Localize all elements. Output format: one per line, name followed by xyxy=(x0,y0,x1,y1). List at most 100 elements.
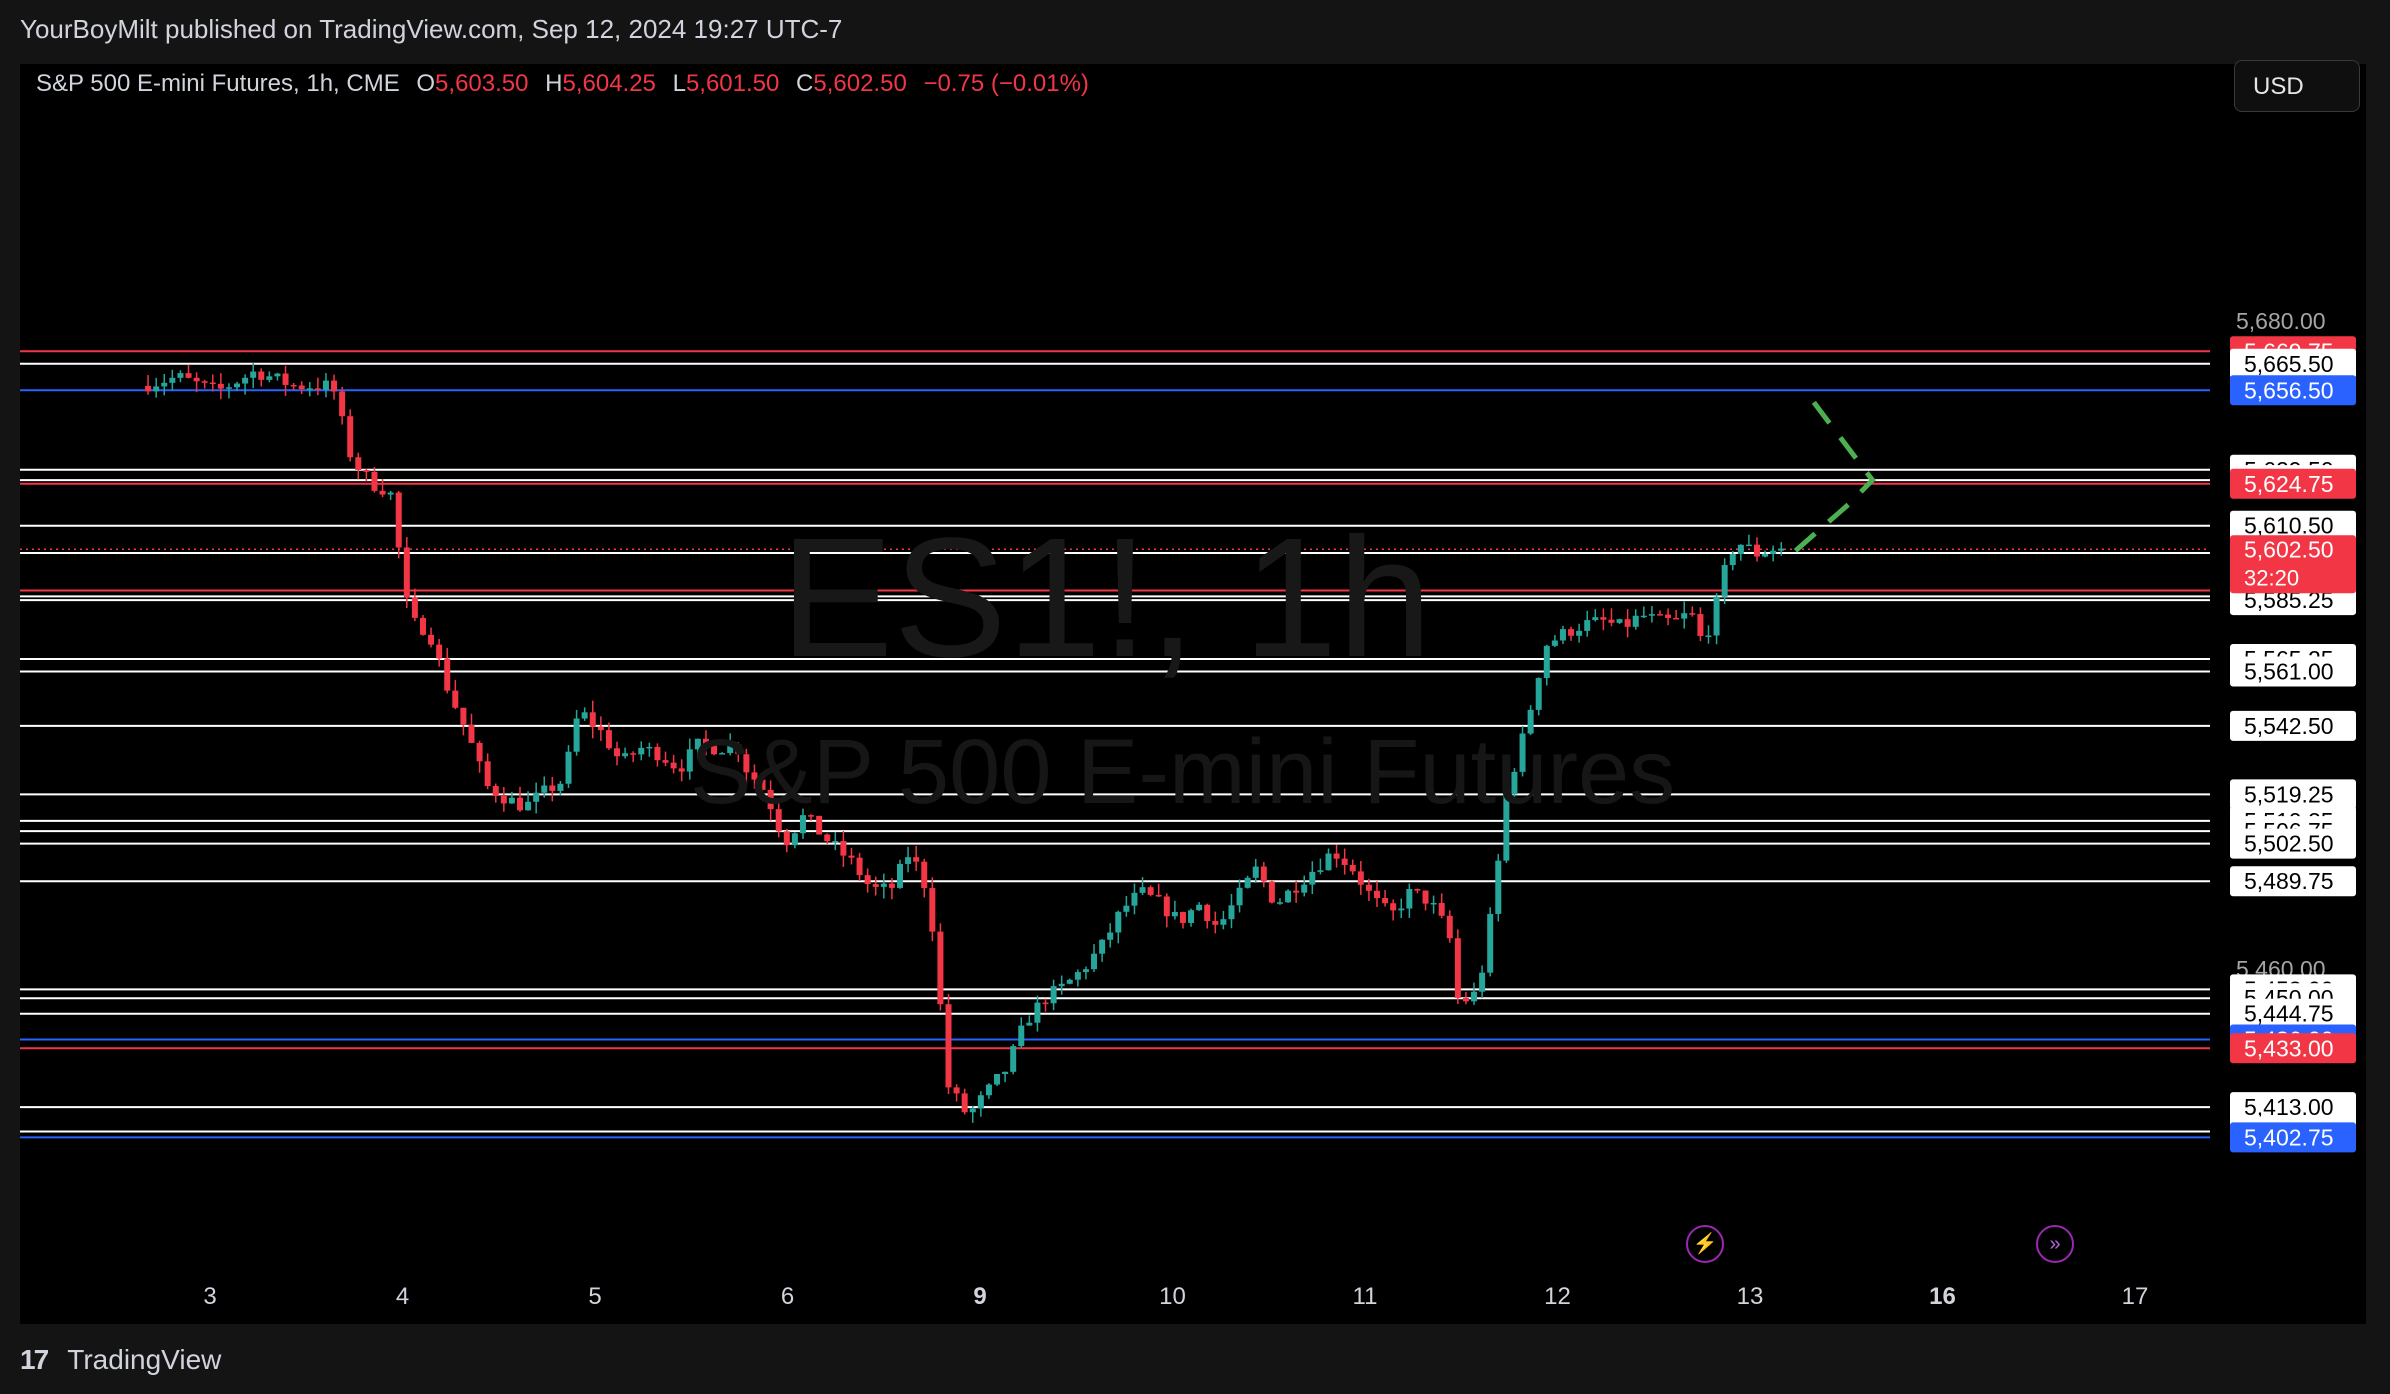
candle-body xyxy=(945,1004,952,1088)
publisher-caption: YourBoyMilt published on TradingView.com… xyxy=(20,14,843,44)
candle-body xyxy=(1325,853,1332,871)
candle-body xyxy=(994,1074,1001,1085)
lightning-icon[interactable]: ⚡ xyxy=(1686,1225,1724,1263)
candle-body xyxy=(654,746,661,761)
candle-body xyxy=(1236,887,1243,906)
x-tick-label: 13 xyxy=(1737,1283,1764,1310)
candle-body xyxy=(670,762,677,769)
candle-body xyxy=(1511,771,1518,795)
candle-body xyxy=(1479,972,1486,992)
candle-body xyxy=(258,371,265,380)
candle-body xyxy=(411,597,418,618)
price-label: 5,444.75 xyxy=(2244,1001,2334,1027)
candle-body xyxy=(557,783,564,791)
price-label-box xyxy=(2230,510,2356,541)
candle-body xyxy=(1414,889,1421,891)
candle-body xyxy=(1640,615,1647,618)
candle-body xyxy=(516,797,523,811)
candle-body xyxy=(913,857,920,862)
candle-body xyxy=(832,841,839,843)
candle-body xyxy=(808,815,815,817)
projection-path[interactable] xyxy=(1793,387,1876,553)
candle-body xyxy=(1365,884,1372,891)
candle-body xyxy=(1616,619,1623,623)
candle-body xyxy=(1115,911,1122,933)
x-tick-label: 10 xyxy=(1159,1283,1186,1310)
candle-body xyxy=(953,1087,960,1094)
candle-body xyxy=(525,801,532,811)
candle-body xyxy=(169,377,176,383)
legend-change: −0.75 (−0.01%) xyxy=(923,70,1089,97)
candle-body xyxy=(1317,870,1324,872)
candle-body xyxy=(775,809,782,832)
candle-body xyxy=(1034,1002,1041,1023)
price-label: 5,665.50 xyxy=(2244,351,2334,377)
candle-body xyxy=(969,1108,976,1113)
x-tick-label: 3 xyxy=(203,1283,216,1310)
candle-body xyxy=(282,373,289,385)
candle-body xyxy=(1042,1002,1049,1005)
price-chart[interactable]: 5,680.005,460.005,669.755,665.505,656.50… xyxy=(20,64,2366,1324)
candle-body xyxy=(242,377,249,384)
chart-area[interactable]: 5,680.005,460.005,669.755,665.505,656.50… xyxy=(20,64,2366,1324)
candle-body xyxy=(217,383,224,389)
candle-body xyxy=(1285,890,1292,903)
price-label-box xyxy=(2230,998,2356,1029)
fast-forward-icon[interactable]: » xyxy=(2036,1225,2074,1263)
candle-body xyxy=(1568,629,1575,636)
candle-body xyxy=(1333,853,1340,859)
candle-body xyxy=(331,380,338,392)
price-label: 5,489.75 xyxy=(2244,868,2334,894)
candle-body xyxy=(1382,898,1389,904)
candle-body xyxy=(864,875,871,885)
x-tick-label: 6 xyxy=(781,1283,794,1310)
candle-body xyxy=(387,492,394,495)
price-label: 5,502.50 xyxy=(2244,831,2334,857)
price-label-box xyxy=(2230,1033,2356,1064)
currency-button[interactable]: USD xyxy=(2234,60,2360,112)
candle-body xyxy=(452,690,459,708)
candle-body xyxy=(1503,794,1510,861)
candle-body xyxy=(339,391,346,417)
candle-body xyxy=(1309,871,1316,885)
x-tick-label: 12 xyxy=(1544,1283,1571,1310)
legend-open-label: O xyxy=(416,70,436,97)
candle-body xyxy=(1527,709,1534,734)
candle-body xyxy=(201,381,208,383)
candle-body xyxy=(1745,544,1752,547)
candle-body xyxy=(234,383,241,388)
tradingview-logo-icon: 17 xyxy=(20,1344,49,1375)
x-tick-label: 16 xyxy=(1929,1283,1956,1310)
candle-body xyxy=(1147,887,1154,895)
candle-body xyxy=(977,1095,984,1109)
candle-body xyxy=(937,931,944,1005)
current-price-box xyxy=(2230,535,2356,594)
candle-body xyxy=(905,857,912,864)
candle-body xyxy=(1220,919,1227,925)
candle-body xyxy=(476,742,483,762)
candle-body xyxy=(1341,858,1348,865)
candle-body xyxy=(541,785,548,793)
candle-body xyxy=(783,831,790,846)
tradingview-logo[interactable]: 17 TradingView xyxy=(20,1344,221,1376)
candle-body xyxy=(1665,614,1672,618)
candle-body xyxy=(500,796,507,804)
tradingview-logo-text: TradingView xyxy=(67,1344,222,1375)
candle-body xyxy=(1082,969,1089,973)
candle-body xyxy=(460,707,467,725)
candle-body xyxy=(1349,864,1356,872)
candle-body xyxy=(581,712,588,719)
price-label-box xyxy=(2230,828,2356,859)
candle-body xyxy=(363,469,370,472)
candle-body xyxy=(816,815,823,835)
candle-body xyxy=(1179,912,1186,923)
candle-body xyxy=(888,883,895,888)
candle-body xyxy=(929,888,936,932)
candle-body xyxy=(1689,613,1696,615)
price-label-box xyxy=(2230,710,2356,741)
candle-body xyxy=(1107,932,1114,940)
candle-body xyxy=(1754,544,1760,557)
candle-body xyxy=(1268,881,1275,903)
candle-body xyxy=(1155,894,1162,897)
candle-body xyxy=(872,884,879,887)
